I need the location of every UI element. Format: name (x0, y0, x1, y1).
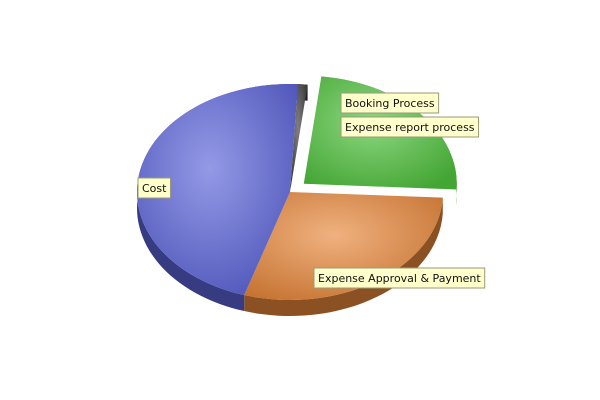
slice-label-text: Booking Process (345, 97, 435, 110)
slice-label-3: Cost (137, 177, 171, 199)
pie-slice-3[interactable] (137, 84, 299, 296)
slice-label-box (137, 177, 171, 199)
slice-label-box (313, 267, 486, 289)
slice-label-text: Expense Approval & Payment (318, 272, 481, 285)
slice-label-box (340, 92, 440, 114)
slice-label-2: Expense Approval & Payment (313, 267, 486, 289)
slice-label-text: Expense report process (345, 121, 475, 134)
slice-label-1: Expense report process (340, 116, 480, 138)
slice-label-0: Booking Process (340, 92, 440, 114)
pie-slice-2[interactable] (244, 192, 443, 300)
slice-label-box (340, 116, 480, 138)
slice-label-text: Cost (142, 182, 167, 195)
pie-slice-0[interactable] (290, 84, 308, 192)
pie-labels: Booking Process Expense report process Exp… (137, 92, 486, 289)
